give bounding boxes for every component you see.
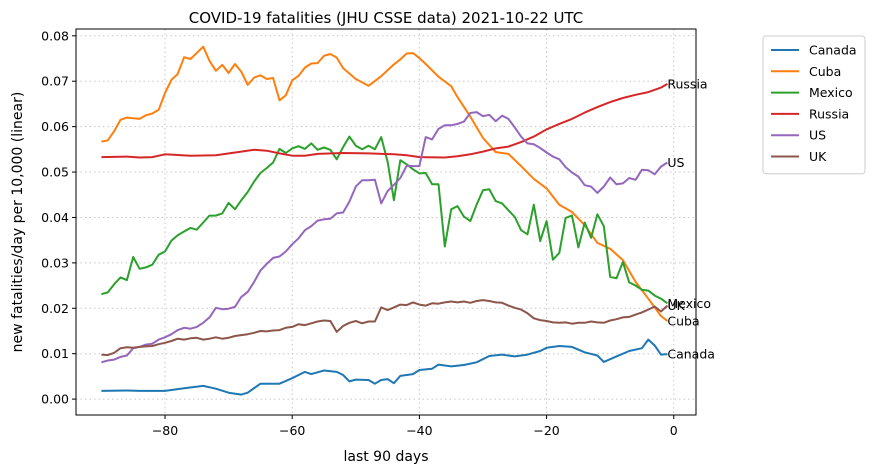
y-tick-label: 0.03 <box>41 255 69 270</box>
y-axis-title: new fatalities/day per 10,000 (linear) <box>10 92 26 353</box>
x-axis: −80 −60 −40 −20 0 <box>152 415 678 438</box>
series-line-canada <box>101 338 668 396</box>
legend-label-us[interactable]: US <box>809 128 826 143</box>
x-tick-label: −80 <box>152 423 178 438</box>
x-tick-label: −20 <box>533 423 559 438</box>
y-axis: 0.00 0.01 0.02 0.03 0.04 0.05 0.06 0.07 0.08 <box>41 28 76 407</box>
x-tick-label: 0 <box>670 423 678 438</box>
end-label-cuba: Cuba <box>667 313 699 328</box>
x-axis-title: last 90 days <box>343 449 428 465</box>
y-tick-label: 0.05 <box>41 165 69 180</box>
legend-label-cuba[interactable]: Cuba <box>809 64 841 79</box>
end-label-uk: UK <box>667 298 685 313</box>
x-tick-label: −60 <box>279 423 305 438</box>
series-line-russia <box>101 83 668 159</box>
legend[interactable]: Canada Cuba Mexico Russia US UK <box>762 35 866 175</box>
end-label-mexico: Mexico <box>667 296 711 311</box>
series-line-cuba <box>101 45 669 322</box>
series-line-mexico <box>101 135 668 305</box>
end-label-us: US <box>667 155 684 170</box>
legend-label-uk[interactable]: UK <box>809 149 827 164</box>
y-tick-label: 0.01 <box>41 346 69 361</box>
plot-area <box>101 45 669 396</box>
end-label-russia: Russia <box>667 76 707 91</box>
series-line-us <box>101 111 668 364</box>
legend-label-mexico[interactable]: Mexico <box>809 85 853 100</box>
y-tick-label: 0.07 <box>41 74 69 89</box>
y-tick-label: 0.06 <box>41 119 69 134</box>
x-tick-label: −40 <box>406 423 432 438</box>
y-tick-label: 0.08 <box>41 28 69 43</box>
legend-label-canada[interactable]: Canada <box>809 43 857 58</box>
y-tick-label: 0.04 <box>41 210 69 225</box>
chart-title: COVID-19 fatalities (JHU CSSE data) 2021… <box>189 9 583 27</box>
y-tick-label: 0.00 <box>41 392 69 407</box>
end-labels: Canada Cuba Mexico Russia US UK <box>667 76 715 361</box>
y-tick-label: 0.02 <box>41 301 69 316</box>
series-line-uk <box>101 299 669 357</box>
legend-label-russia[interactable]: Russia <box>809 106 849 121</box>
end-label-canada: Canada <box>667 347 715 362</box>
axes-frame <box>75 28 697 416</box>
